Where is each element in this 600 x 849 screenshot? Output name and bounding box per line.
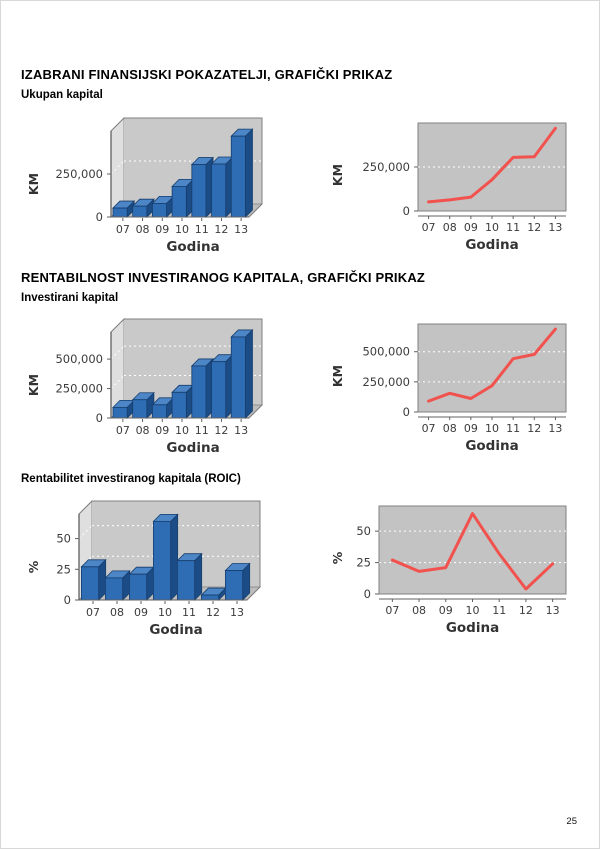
svg-text:11: 11 <box>195 424 209 437</box>
svg-text:KM: KM <box>330 164 345 186</box>
svg-text:13: 13 <box>546 604 560 617</box>
svg-text:07: 07 <box>116 223 130 236</box>
svg-text:250,000: 250,000 <box>55 382 103 396</box>
svg-text:Godina: Godina <box>446 620 499 636</box>
svg-text:09: 09 <box>134 606 148 619</box>
svg-text:50: 50 <box>356 524 371 538</box>
svg-text:0: 0 <box>364 587 371 601</box>
svg-text:13: 13 <box>234 223 248 236</box>
svg-text:08: 08 <box>136 424 150 437</box>
svg-text:10: 10 <box>158 606 172 619</box>
svg-text:Godina: Godina <box>166 440 219 456</box>
svg-text:07: 07 <box>385 604 399 617</box>
svg-text:10: 10 <box>175 424 189 437</box>
svg-text:10: 10 <box>466 604 480 617</box>
svg-text:08: 08 <box>136 223 150 236</box>
svg-text:12: 12 <box>214 424 228 437</box>
chart-roic-line: 0 25 50 07 08 09 10 11 12 13 Godina% <box>321 496 593 651</box>
svg-text:07: 07 <box>422 221 436 234</box>
svg-text:%: % <box>330 551 345 564</box>
svg-text:0: 0 <box>96 411 103 425</box>
svg-text:11: 11 <box>182 606 196 619</box>
svg-text:08: 08 <box>443 422 457 435</box>
svg-text:08: 08 <box>412 604 426 617</box>
page-number: 25 <box>566 816 577 827</box>
section-subtitle-invested-capital: Investirani kapital <box>21 292 119 304</box>
svg-text:250,000: 250,000 <box>55 167 103 181</box>
svg-text:07: 07 <box>86 606 100 619</box>
svg-text:12: 12 <box>519 604 533 617</box>
section-title-financial-indicators: IZABRANI FINANSIJSKI POKAZATELJI, GRAFIČ… <box>21 67 393 82</box>
svg-text:12: 12 <box>214 223 228 236</box>
svg-text:50: 50 <box>56 532 71 546</box>
svg-text:250,000: 250,000 <box>362 160 410 174</box>
svg-text:10: 10 <box>485 221 499 234</box>
chart-invested-capital-line: 0 250,000 500,000 07 08 09 10 11 12 13 Godina KM <box>321 314 593 469</box>
chart-roic-bar3d: 0 25 50 07 08 09 10 11 12 13 Godina% <box>23 494 291 649</box>
svg-text:09: 09 <box>155 424 169 437</box>
svg-text:09: 09 <box>464 422 478 435</box>
svg-text:Godina: Godina <box>166 239 219 255</box>
svg-text:25: 25 <box>56 562 71 576</box>
svg-text:10: 10 <box>175 223 189 236</box>
svg-text:07: 07 <box>422 422 436 435</box>
svg-text:KM: KM <box>330 365 345 387</box>
svg-text:25: 25 <box>356 556 371 570</box>
svg-text:250,000: 250,000 <box>362 375 410 389</box>
svg-text:11: 11 <box>492 604 506 617</box>
svg-text:0: 0 <box>64 593 71 607</box>
svg-text:0: 0 <box>96 210 103 224</box>
svg-text:12: 12 <box>527 422 541 435</box>
svg-text:Godina: Godina <box>465 237 518 253</box>
svg-text:07: 07 <box>116 424 130 437</box>
svg-text:12: 12 <box>206 606 220 619</box>
section-subtitle-total-capital: Ukupan kapital <box>21 89 103 101</box>
svg-text:13: 13 <box>230 606 244 619</box>
svg-text:08: 08 <box>110 606 124 619</box>
svg-text:11: 11 <box>506 221 520 234</box>
svg-text:%: % <box>26 560 41 573</box>
chart-total-capital-line: 0 250,000 07 08 09 10 11 12 13 Godina KM <box>321 113 593 268</box>
svg-text:KM: KM <box>26 374 41 396</box>
svg-text:08: 08 <box>443 221 457 234</box>
svg-text:13: 13 <box>548 221 562 234</box>
svg-text:KM: KM <box>26 173 41 195</box>
svg-text:11: 11 <box>506 422 520 435</box>
svg-text:Godina: Godina <box>465 438 518 454</box>
svg-text:0: 0 <box>403 405 410 419</box>
chart-invested-capital-bar3d: 0 250,000 500,000 07 08 09 10 11 12 13 Godina KM <box>23 312 291 467</box>
svg-text:12: 12 <box>527 221 541 234</box>
svg-text:11: 11 <box>195 223 209 236</box>
svg-text:0: 0 <box>403 204 410 218</box>
svg-text:09: 09 <box>155 223 169 236</box>
svg-text:13: 13 <box>234 424 248 437</box>
svg-text:Godina: Godina <box>149 622 202 638</box>
svg-text:09: 09 <box>439 604 453 617</box>
svg-text:09: 09 <box>464 221 478 234</box>
section-subtitle-roic: Rentabilitet investiranog kapitala (ROIC… <box>21 473 241 485</box>
svg-text:10: 10 <box>485 422 499 435</box>
chart-total-capital-bar3d: 0 250,000 07 08 09 10 11 12 13 Godina KM <box>23 111 291 266</box>
svg-text:500,000: 500,000 <box>362 345 410 359</box>
svg-text:500,000: 500,000 <box>55 352 103 366</box>
section-title-return-on-invested-capital: RENTABILNOST INVESTIRANOG KAPITALA, GRAF… <box>21 270 426 285</box>
svg-text:13: 13 <box>548 422 562 435</box>
